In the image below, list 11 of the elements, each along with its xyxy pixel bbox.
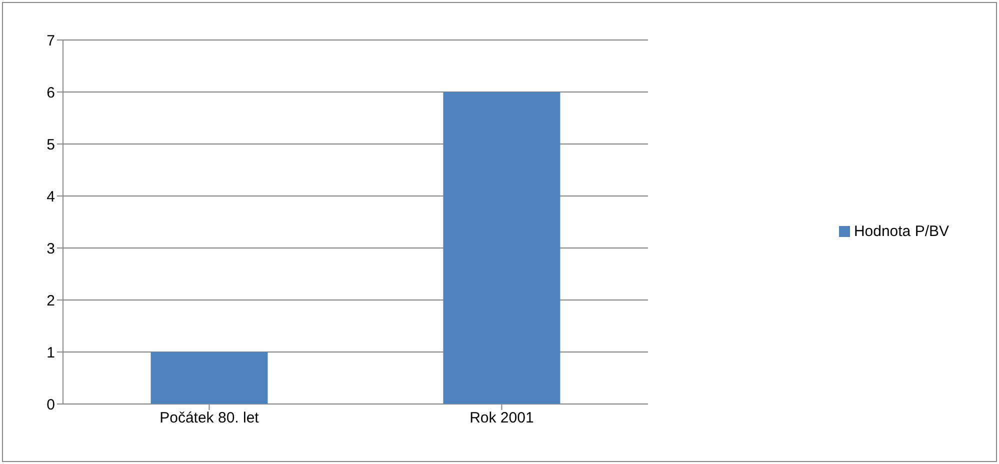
y-tick-label: 1 [46,344,55,362]
x-tick-label: Rok 2001 [470,410,534,427]
x-tick-label: Počátek 80. let [160,410,260,427]
y-tick-label: 3 [46,240,55,258]
y-tick-label: 5 [46,136,55,154]
y-tick-label: 6 [46,84,55,102]
y-tick-label: 0 [46,396,55,414]
y-tick-label: 4 [46,188,55,206]
y-tick-label: 7 [46,32,55,50]
legend-label: Hodnota P/BV [854,223,949,240]
y-tick-label: 2 [46,292,55,310]
